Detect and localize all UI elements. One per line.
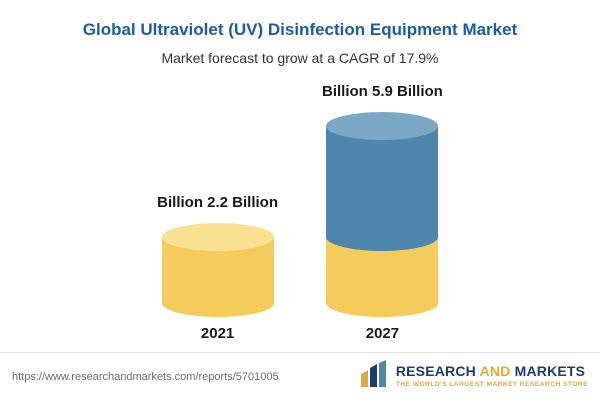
logo-word-markets: MARKETS [514, 363, 586, 380]
logo-tagline: THE WORLD'S LARGEST MARKET RESEARCH STOR… [395, 381, 588, 389]
logo-word-and: AND [479, 363, 511, 380]
bar-chart: Billion 2.2 Billion 2021 Billion 5.9 Billi… [0, 83, 600, 342]
chart-subtitle: Market forecast to grow at a CAGR of 17.… [161, 50, 439, 66]
footer: https://www.researchandmarkets.com/repor… [0, 352, 600, 400]
logo-wordmark: RESEARCH AND MARKETS [395, 363, 588, 380]
bar-year-label-2027: 2027 [365, 325, 400, 342]
bar-group-2027: Billion 5.9 Billion 2027 [322, 83, 443, 342]
logo-text: RESEARCH AND MARKETS THE WORLD'S LARGEST… [395, 363, 588, 389]
bar-year-label-2021: 2021 [200, 325, 235, 342]
logo-arrow-icon [359, 360, 389, 393]
report-url: https://www.researchandmarkets.com/repor… [12, 370, 279, 383]
chart-header: Global Ultraviolet (UV) Disinfection Equ… [0, 0, 600, 66]
chart-title: Global Ultraviolet (UV) Disinfection Equ… [82, 20, 518, 39]
bar-value-label-2027: Billion 5.9 Billion [322, 83, 443, 100]
bar-group-2021: Billion 2.2 Billion 2021 [157, 194, 278, 342]
logo-word-research: RESEARCH [395, 363, 476, 380]
bar-cylinder-2027 [326, 112, 439, 317]
research-and-markets-logo: RESEARCH AND MARKETS THE WORLD'S LARGEST… [359, 360, 588, 393]
bar-value-label-2021: Billion 2.2 Billion [157, 194, 278, 211]
bar-cylinder-2021 [161, 223, 274, 317]
